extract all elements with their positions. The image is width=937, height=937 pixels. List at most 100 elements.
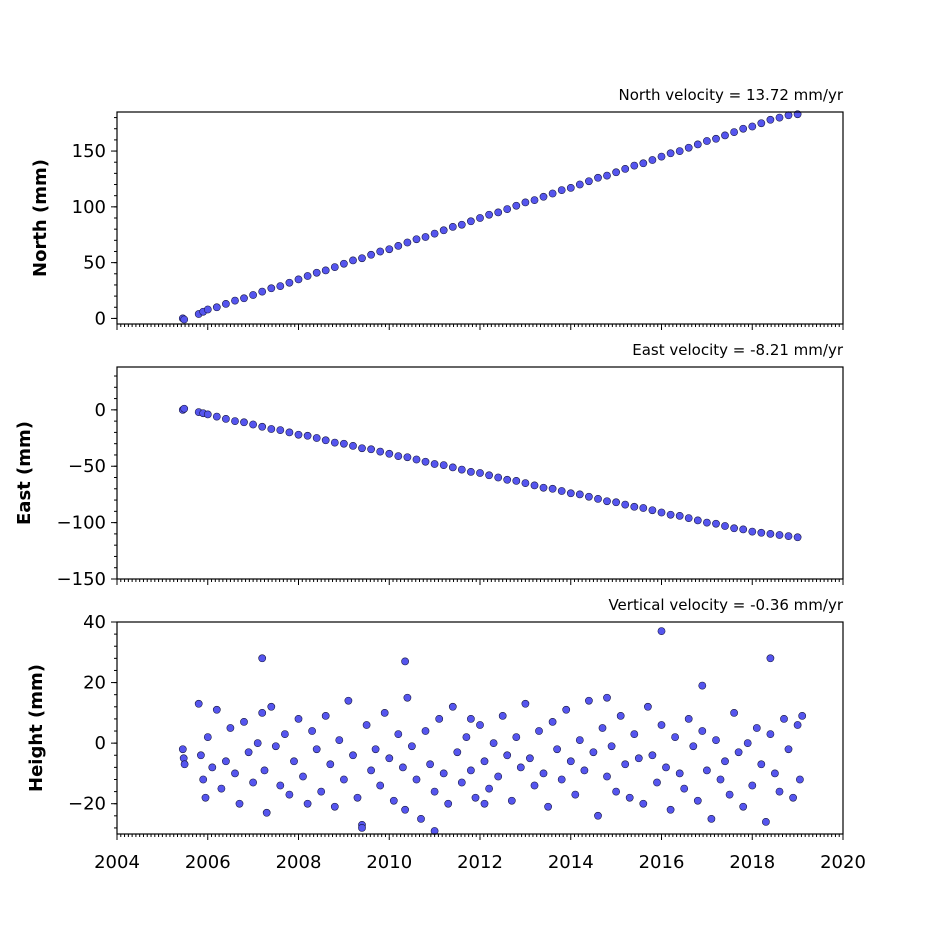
east-data-point: [712, 519, 720, 528]
height-data-point: [290, 757, 298, 766]
north-data-point: [330, 263, 339, 271]
east-data-point: [412, 455, 421, 464]
east-data-point: [231, 417, 239, 425]
east-data-point: [703, 518, 711, 527]
north-data-point: [648, 156, 657, 164]
height-data-point: [430, 787, 439, 796]
height-data-point: [271, 742, 280, 751]
east-y-tick-label: −150: [57, 569, 106, 590]
east-data-point: [512, 477, 521, 485]
east-data-point: [757, 528, 766, 537]
north-data-point: [630, 161, 639, 170]
east-data-point: [294, 430, 303, 439]
height-data-point: [603, 693, 611, 702]
height-data-point: [771, 769, 779, 778]
north-data-point: [712, 134, 720, 143]
east-points: [178, 404, 802, 542]
height-data-point: [671, 733, 679, 741]
north-data-point: [340, 259, 348, 268]
height-data-point: [303, 799, 312, 808]
height-data-point: [734, 748, 743, 757]
north-data-point: [276, 282, 285, 290]
east-y-tick-label: 0: [95, 400, 106, 421]
east-data-point: [421, 457, 430, 466]
east-data-point: [330, 438, 339, 447]
north-data-point: [421, 233, 430, 241]
east-data-point: [385, 449, 394, 458]
height-y-tick-label: −20: [68, 794, 106, 815]
height-data-point: [526, 754, 534, 763]
east-data-point: [603, 497, 611, 506]
height-data-point: [594, 811, 602, 820]
height-data-point: [199, 775, 208, 784]
north-ticks: 0 50 100 150: [72, 117, 844, 330]
height-data-point: [580, 766, 589, 775]
height-data-point: [371, 745, 380, 754]
height-data-point: [752, 724, 761, 732]
height-data-point: [394, 730, 403, 738]
north-data-point: [494, 208, 503, 217]
north-data-point: [321, 266, 330, 275]
east-data-point: [730, 524, 738, 533]
north-velocity-title: North velocity = 13.72 mm/yr: [619, 86, 844, 104]
height-data-point: [240, 718, 248, 726]
height-data-point: [178, 745, 187, 754]
height-data-point: [485, 784, 493, 793]
height-data-point: [444, 799, 453, 808]
height-data-point: [308, 727, 316, 735]
height-data-point: [530, 781, 539, 790]
height-data-point: [789, 793, 797, 802]
x-tick-label: 2018: [729, 852, 775, 873]
height-data-point: [231, 769, 239, 778]
height-data-point: [766, 654, 775, 663]
height-data-point: [340, 775, 348, 784]
north-data-point: [267, 284, 276, 293]
east-data-point: [612, 498, 620, 507]
height-y-tick-label: 0: [95, 733, 106, 754]
north-data-point: [485, 210, 493, 219]
east-data-point: [521, 479, 530, 487]
east-data-point: [376, 447, 385, 456]
east-data-point: [748, 527, 757, 536]
height-data-point: [212, 705, 221, 714]
height-data-point: [258, 709, 267, 717]
height-data-point: [281, 730, 289, 738]
east-data-point: [684, 514, 693, 522]
height-data-point: [589, 748, 598, 757]
east-data-point: [312, 434, 321, 442]
height-data-point: [571, 790, 580, 799]
north-data-point: [703, 137, 711, 145]
east-data-point: [430, 460, 439, 468]
height-data-point: [748, 781, 757, 790]
height-data-point: [634, 754, 643, 763]
east-data-point: [249, 420, 257, 429]
east-data-point: [630, 502, 639, 511]
x-tick-label: 2004: [94, 852, 140, 873]
height-data-point: [535, 727, 543, 735]
vertical-velocity-title: Vertical velocity = -0.36 mm/yr: [608, 596, 843, 614]
north-points: [178, 110, 802, 324]
height-data-point: [417, 815, 425, 823]
height-data-point: [203, 733, 212, 741]
north-data-point: [448, 223, 457, 231]
height-data-point: [399, 763, 407, 772]
north-data-point: [548, 189, 557, 198]
north-data-point: [684, 143, 693, 152]
east-data-point: [566, 489, 575, 498]
east-data-point: [303, 431, 312, 440]
north-data-point: [231, 296, 239, 305]
east-data-point: [548, 484, 557, 493]
height-data-point: [349, 751, 357, 760]
north-data-point: [249, 291, 257, 299]
height-data-point: [180, 760, 189, 769]
height-data-point: [476, 721, 484, 729]
height-data-point: [258, 654, 267, 663]
north-data-point: [376, 247, 385, 256]
height-data-point: [489, 739, 498, 747]
north-data-point: [385, 245, 394, 254]
north-data-point: [412, 235, 421, 244]
height-data-point: [666, 805, 675, 814]
height-data-point: [553, 745, 561, 754]
height-data-point: [612, 787, 620, 796]
